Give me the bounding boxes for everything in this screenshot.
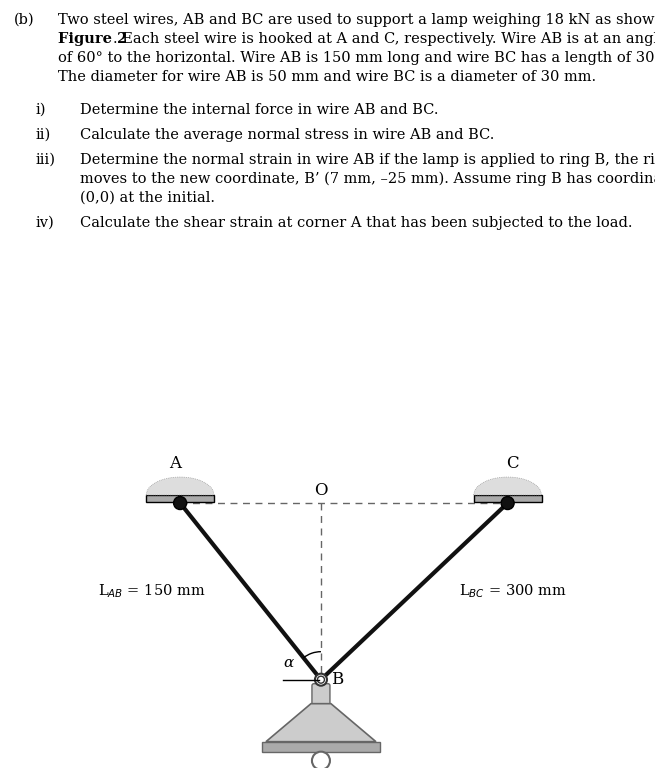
Text: L$_{AB}$ = 150 mm: L$_{AB}$ = 150 mm xyxy=(98,582,206,601)
Circle shape xyxy=(312,752,330,768)
Text: iv): iv) xyxy=(36,216,55,230)
Text: (0,0) at the initial.: (0,0) at the initial. xyxy=(80,191,215,205)
Text: Determine the normal strain in wire AB if the lamp is applied to ring B, the rin: Determine the normal strain in wire AB i… xyxy=(80,153,655,167)
Text: ii): ii) xyxy=(36,128,51,142)
Text: Figure 2: Figure 2 xyxy=(58,32,127,46)
Polygon shape xyxy=(474,477,542,495)
Text: moves to the new coordinate, B’ (7 mm, –25 mm). Assume ring B has coordinates: moves to the new coordinate, B’ (7 mm, –… xyxy=(80,172,655,187)
Circle shape xyxy=(318,676,324,684)
FancyBboxPatch shape xyxy=(312,684,330,706)
Circle shape xyxy=(501,497,514,509)
Text: α: α xyxy=(284,656,294,670)
Bar xyxy=(146,495,214,502)
Text: Two steel wires, AB and BC are used to support a lamp weighing 18 kN as shown in: Two steel wires, AB and BC are used to s… xyxy=(58,13,655,27)
Polygon shape xyxy=(146,477,214,495)
Text: i): i) xyxy=(36,103,47,117)
Text: . Each steel wire is hooked at A and C, respectively. Wire AB is at an angle (α): . Each steel wire is hooked at A and C, … xyxy=(113,32,655,46)
Text: Calculate the shear strain at corner A that has been subjected to the load.: Calculate the shear strain at corner A t… xyxy=(80,216,633,230)
Text: B: B xyxy=(331,671,343,688)
Text: of 60° to the horizontal. Wire AB is 150 mm long and wire BC has a length of 300: of 60° to the horizontal. Wire AB is 150… xyxy=(58,51,655,65)
Bar xyxy=(474,495,542,502)
Polygon shape xyxy=(266,703,376,742)
Text: L$_{BC}$ = 300 mm: L$_{BC}$ = 300 mm xyxy=(459,582,567,601)
Circle shape xyxy=(174,497,187,509)
Text: iii): iii) xyxy=(36,153,56,167)
Text: Calculate the average normal stress in wire AB and BC.: Calculate the average normal stress in w… xyxy=(80,128,495,142)
Text: Determine the internal force in wire AB and BC.: Determine the internal force in wire AB … xyxy=(80,103,438,117)
Text: (b): (b) xyxy=(14,13,35,27)
Text: C: C xyxy=(506,455,519,472)
Circle shape xyxy=(315,674,327,686)
Text: The diameter for wire AB is 50 mm and wire BC is a diameter of 30 mm.: The diameter for wire AB is 50 mm and wi… xyxy=(58,70,596,84)
Text: A: A xyxy=(169,455,181,472)
Text: O: O xyxy=(314,482,328,499)
Bar xyxy=(262,742,380,752)
